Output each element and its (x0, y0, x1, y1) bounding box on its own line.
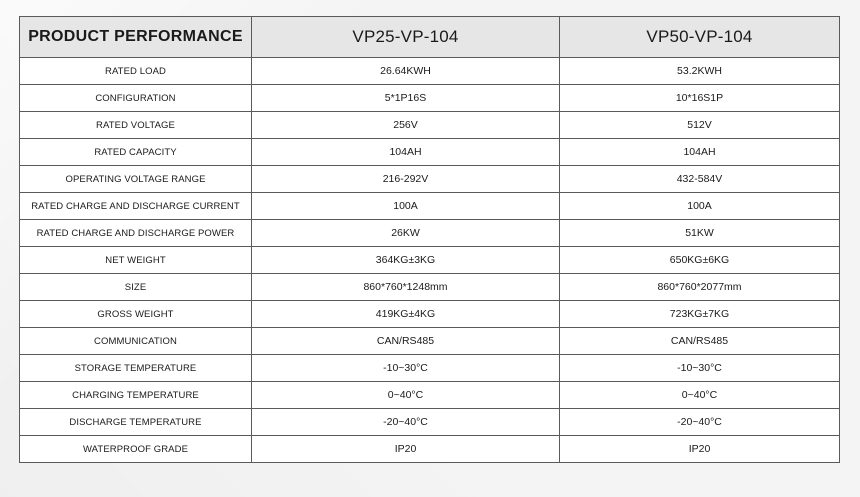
spec-value-vp50: 650KG±6KG (559, 246, 840, 274)
header-model-vp25: VP25-VP-104 (251, 16, 560, 58)
spec-value-vp50: 51KW (559, 219, 840, 247)
table-row: STORAGE TEMPERATURE -10~30°C -10~30°C (19, 354, 840, 382)
spec-value-vp25: 256V (251, 111, 560, 139)
spec-label: GROSS WEIGHT (19, 300, 252, 328)
table-row: CONFIGURATION 5*1P16S 10*16S1P (19, 84, 840, 112)
spec-value-vp50: -10~30°C (559, 354, 840, 382)
spec-label: RATED CAPACITY (19, 138, 252, 166)
table-row: RATED LOAD 26.64KWH 53.2KWH (19, 57, 840, 85)
spec-value-vp50: -20~40°C (559, 408, 840, 436)
spec-value-vp25: 104AH (251, 138, 560, 166)
spec-value-vp50: IP20 (559, 435, 840, 463)
spec-value-vp50: 860*760*2077mm (559, 273, 840, 301)
spec-label: CHARGING TEMPERATURE (19, 381, 252, 409)
spec-label: NET WEIGHT (19, 246, 252, 274)
spec-value-vp25: 26KW (251, 219, 560, 247)
table-body: RATED LOAD 26.64KWH 53.2KWH CONFIGURATION 5*… (19, 57, 840, 463)
spec-value-vp50: 53.2KWH (559, 57, 840, 85)
spec-value-vp50: CAN/RS485 (559, 327, 840, 355)
product-performance-table: PRODUCT PERFORMANCE VP25-VP-104 VP50-VP-… (19, 16, 840, 463)
spec-label: COMMUNICATION (19, 327, 252, 355)
spec-label: WATERPROOF GRADE (19, 435, 252, 463)
spec-value-vp25: 5*1P16S (251, 84, 560, 112)
spec-label: DISCHARGE TEMPERATURE (19, 408, 252, 436)
spec-label: RATED CHARGE AND DISCHARGE POWER (19, 219, 252, 247)
table-row: DISCHARGE TEMPERATURE -20~40°C -20~40°C (19, 408, 840, 436)
spec-value-vp25: 100A (251, 192, 560, 220)
spec-label: RATED CHARGE AND DISCHARGE CURRENT (19, 192, 252, 220)
spec-label: STORAGE TEMPERATURE (19, 354, 252, 382)
spec-value-vp25: 26.64KWH (251, 57, 560, 85)
table-row: SIZE 860*760*1248mm 860*760*2077mm (19, 273, 840, 301)
table-row: GROSS WEIGHT 419KG±4KG 723KG±7KG (19, 300, 840, 328)
table-header-row: PRODUCT PERFORMANCE VP25-VP-104 VP50-VP-… (19, 16, 840, 58)
header-product-performance: PRODUCT PERFORMANCE (19, 16, 252, 58)
spec-value-vp50: 723KG±7KG (559, 300, 840, 328)
table-row: COMMUNICATION CAN/RS485 CAN/RS485 (19, 327, 840, 355)
spec-value-vp50: 0~40°C (559, 381, 840, 409)
table-row: WATERPROOF GRADE IP20 IP20 (19, 435, 840, 463)
table-row: RATED CHARGE AND DISCHARGE CURRENT 100A 10… (19, 192, 840, 220)
table-row: NET WEIGHT 364KG±3KG 650KG±6KG (19, 246, 840, 274)
header-model-vp50: VP50-VP-104 (559, 16, 840, 58)
spec-label: OPERATING VOLTAGE RANGE (19, 165, 252, 193)
spec-value-vp25: -20~40°C (251, 408, 560, 436)
spec-value-vp25: 216-292V (251, 165, 560, 193)
table-row: CHARGING TEMPERATURE 0~40°C 0~40°C (19, 381, 840, 409)
spec-value-vp50: 104AH (559, 138, 840, 166)
spec-label: RATED LOAD (19, 57, 252, 85)
spec-label: SIZE (19, 273, 252, 301)
spec-value-vp25: -10~30°C (251, 354, 560, 382)
spec-value-vp50: 100A (559, 192, 840, 220)
spec-value-vp50: 432-584V (559, 165, 840, 193)
spec-label: RATED VOLTAGE (19, 111, 252, 139)
table-row: RATED CAPACITY 104AH 104AH (19, 138, 840, 166)
spec-value-vp25: 860*760*1248mm (251, 273, 560, 301)
spec-value-vp25: 419KG±4KG (251, 300, 560, 328)
spec-value-vp25: IP20 (251, 435, 560, 463)
spec-value-vp25: 0~40°C (251, 381, 560, 409)
table-row: RATED CHARGE AND DISCHARGE POWER 26KW 51KW (19, 219, 840, 247)
spec-value-vp50: 512V (559, 111, 840, 139)
spec-value-vp25: 364KG±3KG (251, 246, 560, 274)
spec-value-vp25: CAN/RS485 (251, 327, 560, 355)
spec-value-vp50: 10*16S1P (559, 84, 840, 112)
table-row: RATED VOLTAGE 256V 512V (19, 111, 840, 139)
table-row: OPERATING VOLTAGE RANGE 216-292V 432-584V (19, 165, 840, 193)
spec-label: CONFIGURATION (19, 84, 252, 112)
